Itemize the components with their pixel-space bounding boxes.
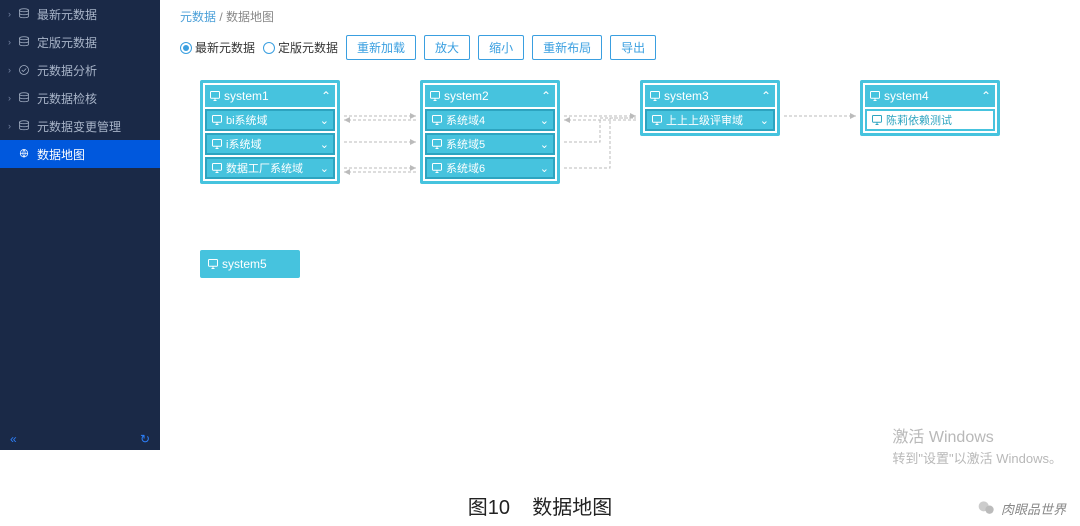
sidebar-item-check[interactable]: › 元数据检核 (0, 84, 160, 112)
sidebar-footer: « ↻ (0, 428, 160, 450)
chevron-down-icon[interactable]: ⌄ (540, 114, 549, 127)
sidebar-item-analysis[interactable]: › 元数据分析 (0, 56, 160, 84)
sidebar-item-latest[interactable]: › 最新元数据 (0, 0, 160, 28)
sidebar: › 最新元数据 › 定版元数据 › 元数据分析 › 元数据检核 › 元数据变更管… (0, 0, 160, 450)
chevron-right-icon: › (8, 65, 11, 75)
export-button[interactable]: 导出 (610, 35, 656, 60)
sidebar-item-label: 定版元数据 (37, 34, 97, 51)
wechat-attribution: 肉眼品世界 (977, 498, 1066, 518)
domain-item[interactable]: 系统域5⌄ (425, 133, 555, 155)
relayout-button[interactable]: 重新布局 (532, 35, 602, 60)
system-header[interactable]: system4⌃ (865, 85, 995, 107)
zoomout-button[interactable]: 缩小 (478, 35, 524, 60)
system-header[interactable]: system2⌃ (425, 85, 555, 107)
domain-item[interactable]: 系统域4⌄ (425, 109, 555, 131)
domain-item[interactable]: bi系统域⌄ (205, 109, 335, 131)
domain-item[interactable]: 上上上级评审域⌄ (645, 109, 775, 131)
windows-watermark: 激活 Windows 转到"设置"以激活 Windows。 (892, 427, 1062, 468)
radio-latest[interactable]: 最新元数据 (180, 39, 255, 56)
collapse-icon[interactable]: ⌃ (541, 89, 551, 103)
sidebar-item-datamap[interactable]: › 数据地图 (0, 140, 160, 168)
database-icon (17, 35, 31, 49)
reload-button[interactable]: 重新加载 (346, 35, 416, 60)
database-icon (17, 119, 31, 133)
sidebar-item-version[interactable]: › 定版元数据 (0, 28, 160, 56)
chevron-right-icon: › (8, 93, 11, 103)
system-header[interactable]: system1⌃ (205, 85, 335, 107)
chevron-down-icon[interactable]: ⌄ (320, 138, 329, 151)
collapse-icon[interactable]: « (10, 432, 17, 446)
radio-group: 最新元数据 定版元数据 (180, 39, 338, 56)
chevron-down-icon[interactable]: ⌄ (320, 162, 329, 175)
collapse-icon[interactable]: ⌃ (761, 89, 771, 103)
map-icon (17, 147, 31, 161)
collapse-icon[interactable]: ⌃ (321, 89, 331, 103)
chevron-right-icon: › (8, 37, 11, 47)
system-node-s2[interactable]: system2⌃系统域4⌄系统域5⌄系统域6⌄ (420, 80, 560, 184)
breadcrumb-current: 数据地图 (226, 10, 274, 24)
breadcrumb: 元数据 / 数据地图 (160, 0, 1080, 25)
sidebar-item-change[interactable]: › 元数据变更管理 (0, 112, 160, 140)
refresh-icon[interactable]: ↻ (140, 432, 150, 446)
sidebar-item-label: 数据地图 (37, 146, 85, 163)
figure-caption: 图10 数据地图 (468, 491, 612, 520)
system-node-s4[interactable]: system4⌃陈莉依赖测试 (860, 80, 1000, 136)
database-icon (17, 7, 31, 21)
analytics-icon (17, 63, 31, 77)
system-header[interactable]: system5 (203, 253, 297, 275)
wechat-icon (977, 498, 997, 518)
system-header[interactable]: system3⌃ (645, 85, 775, 107)
diagram-canvas[interactable]: system1⌃bi系统域⌄i系统域⌄数据工厂系统域⌄ system2⌃系统域4⌄… (160, 70, 1080, 450)
toolbar: 最新元数据 定版元数据 重新加载 放大 缩小 重新布局 导出 (160, 25, 1080, 70)
chevron-down-icon[interactable]: ⌄ (760, 114, 769, 127)
system-node-s1[interactable]: system1⌃bi系统域⌄i系统域⌄数据工厂系统域⌄ (200, 80, 340, 184)
system-node-s5[interactable]: system5 (200, 250, 300, 278)
chevron-right-icon: › (8, 9, 11, 19)
chevron-down-icon[interactable]: ⌄ (540, 162, 549, 175)
sidebar-item-label: 元数据检核 (37, 90, 97, 107)
chevron-down-icon[interactable]: ⌄ (320, 114, 329, 127)
chevron-right-icon: › (8, 121, 11, 131)
domain-item[interactable]: 数据工厂系统域⌄ (205, 157, 335, 179)
zoomin-button[interactable]: 放大 (424, 35, 470, 60)
domain-item[interactable]: i系统域⌄ (205, 133, 335, 155)
radio-version[interactable]: 定版元数据 (263, 39, 338, 56)
system-node-s3[interactable]: system3⌃上上上级评审域⌄ (640, 80, 780, 136)
sidebar-item-label: 元数据分析 (37, 62, 97, 79)
collapse-icon[interactable]: ⌃ (981, 89, 991, 103)
sidebar-item-label: 最新元数据 (37, 6, 97, 23)
main-content: 元数据 / 数据地图 最新元数据 定版元数据 重新加载 放大 缩小 重新布局 导… (160, 0, 1080, 450)
domain-item[interactable]: 系统域6⌄ (425, 157, 555, 179)
breadcrumb-root[interactable]: 元数据 (180, 10, 216, 24)
domain-item[interactable]: 陈莉依赖测试 (865, 109, 995, 131)
chevron-down-icon[interactable]: ⌄ (540, 138, 549, 151)
database-icon (17, 91, 31, 105)
sidebar-item-label: 元数据变更管理 (37, 118, 121, 135)
